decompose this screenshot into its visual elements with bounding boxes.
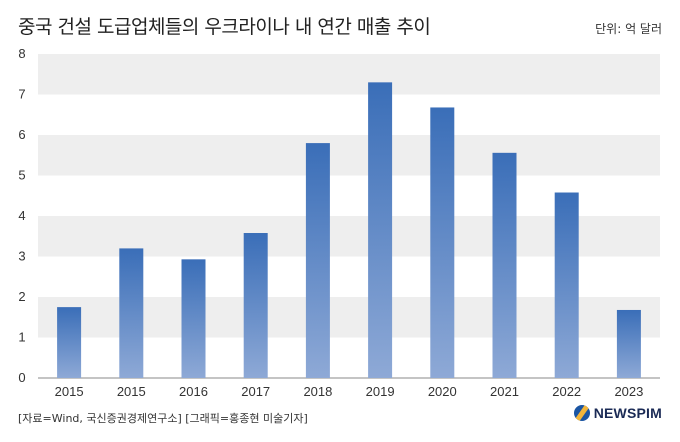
x-tick-label: 2020 [428, 384, 457, 399]
bar-2018-4 [305, 143, 330, 378]
bar-2015-1 [119, 248, 144, 378]
bar-2015-0 [57, 307, 82, 378]
logo-text: NEWSPIM [593, 405, 662, 421]
y-tick-label: 0 [18, 370, 25, 385]
bar-2016-2 [181, 259, 206, 378]
bar-2023-9 [616, 309, 641, 378]
y-axis: 0 1 2 3 4 5 6 7 8 [18, 46, 25, 385]
y-tick-label: 2 [18, 289, 25, 304]
y-tick-label: 5 [18, 168, 25, 183]
bar-2022-8 [554, 192, 579, 378]
y-tick-label: 7 [18, 87, 25, 102]
y-tick-label: 4 [18, 208, 25, 223]
y-tick-label: 1 [18, 330, 25, 345]
x-tick-label: 2017 [241, 384, 270, 399]
bar-2019-5 [368, 82, 393, 378]
x-tick-label: 2019 [366, 384, 395, 399]
bars [57, 82, 641, 379]
bar-2017-3 [243, 233, 268, 378]
x-tick-label: 2018 [303, 384, 332, 399]
source-credit: [자료=Wind, 국신증권경제연구소] [그래픽=홍종현 미술기자] [18, 412, 308, 425]
x-tick-label: 2022 [552, 384, 581, 399]
x-tick-label: 2023 [614, 384, 643, 399]
bar-2021-7 [492, 152, 517, 378]
x-tick-label: 2021 [490, 384, 519, 399]
y-tick-label: 8 [18, 46, 25, 61]
x-tick-label: 2015 [117, 384, 146, 399]
x-tick-label: 2016 [179, 384, 208, 399]
newspim-logo: NEWSPIM [573, 405, 662, 421]
bar-2020-6 [430, 107, 455, 379]
grid-band [38, 135, 660, 176]
newspim-logo-icon [573, 405, 590, 421]
x-axis-labels: 2015 2015 2016 2017 2018 2019 2020 2021 2022 2023 [55, 384, 644, 399]
grid-band [38, 54, 660, 95]
y-tick-label: 6 [18, 127, 25, 142]
y-tick-label: 3 [18, 249, 25, 264]
unit-label: 단위: 억 달러 [595, 22, 662, 36]
chart-title: 중국 건설 도급업체들의 우크라이나 내 연간 매출 추이 [18, 16, 431, 38]
x-tick-label: 2015 [55, 384, 84, 399]
